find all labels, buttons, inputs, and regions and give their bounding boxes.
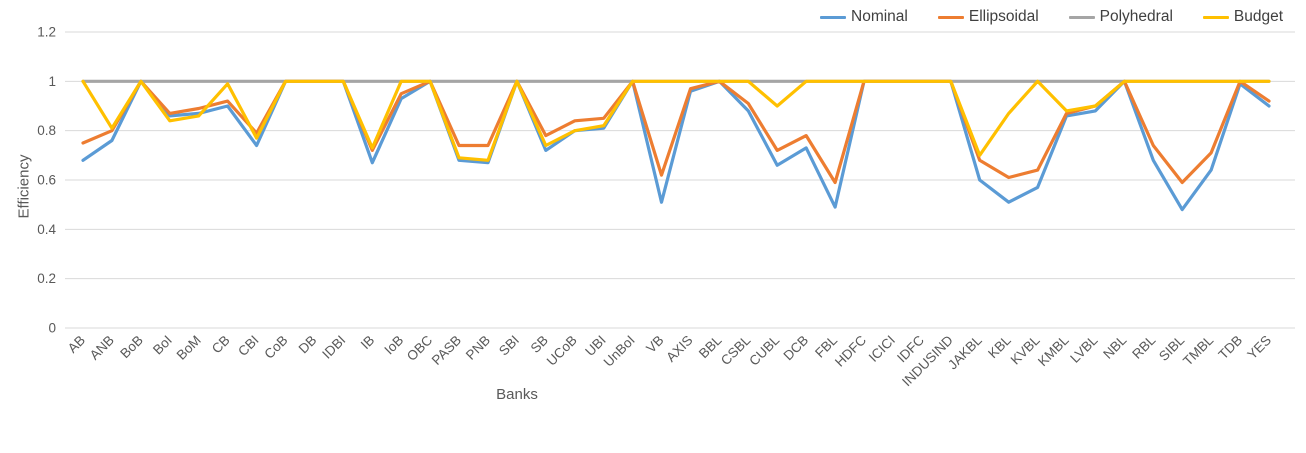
- series-line-budget: [81, 79, 1271, 162]
- x-tick-label: TMBL: [1180, 332, 1216, 368]
- legend-item-polyhedral: Polyhedral: [1068, 8, 1173, 26]
- legend-marker-budget: [1202, 15, 1229, 19]
- x-tick-label: JAKBL: [945, 332, 985, 372]
- x-tick-label: ICICI: [866, 333, 898, 365]
- y-tick-label: 0.2: [37, 271, 56, 286]
- legend-marker-polyhedral: [1068, 15, 1095, 19]
- legend-label: Polyhedral: [1099, 8, 1173, 25]
- x-tick-label: KMBL: [1035, 332, 1072, 369]
- legend-marker-ellipsoidal: [937, 15, 964, 19]
- x-tick-label: YES: [1244, 333, 1274, 363]
- x-tick-label: IDBI: [319, 333, 348, 362]
- legend-label: Budget: [1233, 8, 1284, 25]
- legend: Nominal Ellipsoidal Polyhedral Budget: [820, 8, 1283, 26]
- x-tick-label: BoM: [174, 333, 204, 363]
- x-tick-label: TDB: [1215, 333, 1245, 363]
- x-tick-label: ANB: [87, 333, 117, 363]
- y-tick-label: 1.2: [37, 25, 56, 40]
- x-tick-label: DB: [296, 333, 320, 357]
- y-tick-label: 1: [48, 74, 56, 89]
- x-axis-title: Banks: [496, 386, 538, 403]
- legend-item-ellipsoidal: Ellipsoidal: [937, 8, 1039, 26]
- x-tick-label: CSBL: [718, 332, 754, 368]
- x-tick-label: IoB: [381, 333, 406, 358]
- x-tick-label: PASB: [429, 333, 464, 368]
- series-line-nominal: [81, 79, 1271, 212]
- x-tick-label: SBI: [496, 333, 522, 359]
- x-tick-label: LVBL: [1067, 332, 1101, 366]
- x-tick-label: DCB: [781, 333, 812, 364]
- y-tick-label: 0.8: [37, 123, 56, 138]
- legend-label: Ellipsoidal: [968, 8, 1039, 25]
- legend-label: Nominal: [851, 8, 908, 25]
- y-tick-label: 0.6: [37, 173, 56, 188]
- x-tick-label: PNB: [463, 333, 493, 363]
- x-tick-label: UnBoI: [601, 333, 638, 370]
- x-tick-label: CUBL: [746, 332, 782, 368]
- x-tick-label: HDFC: [832, 332, 869, 369]
- y-axis-title: Efficiency: [15, 154, 33, 219]
- x-tick-label: SB: [528, 333, 551, 356]
- x-tick-label: UCoB: [544, 333, 580, 369]
- x-tick-label: AXIS: [663, 333, 695, 365]
- y-tick-label: 0: [48, 321, 56, 336]
- legend-item-nominal: Nominal: [820, 8, 908, 26]
- x-tick-label: AB: [65, 333, 88, 356]
- x-tick-label: CB: [209, 333, 233, 357]
- y-tick-label: 0.4: [37, 222, 56, 237]
- x-tick-label: CBI: [235, 333, 262, 360]
- x-tick-label: BoI: [150, 333, 175, 358]
- x-tick-label: NBL: [1100, 332, 1130, 362]
- x-tick-label: RBL: [1129, 332, 1159, 362]
- x-tick-label: BoB: [117, 333, 146, 362]
- x-tick-label: CoB: [261, 333, 290, 362]
- legend-marker-nominal: [820, 15, 846, 19]
- x-tick-label: IB: [358, 333, 378, 353]
- x-tick-label: VB: [643, 333, 666, 356]
- legend-item-budget: Budget: [1202, 8, 1284, 26]
